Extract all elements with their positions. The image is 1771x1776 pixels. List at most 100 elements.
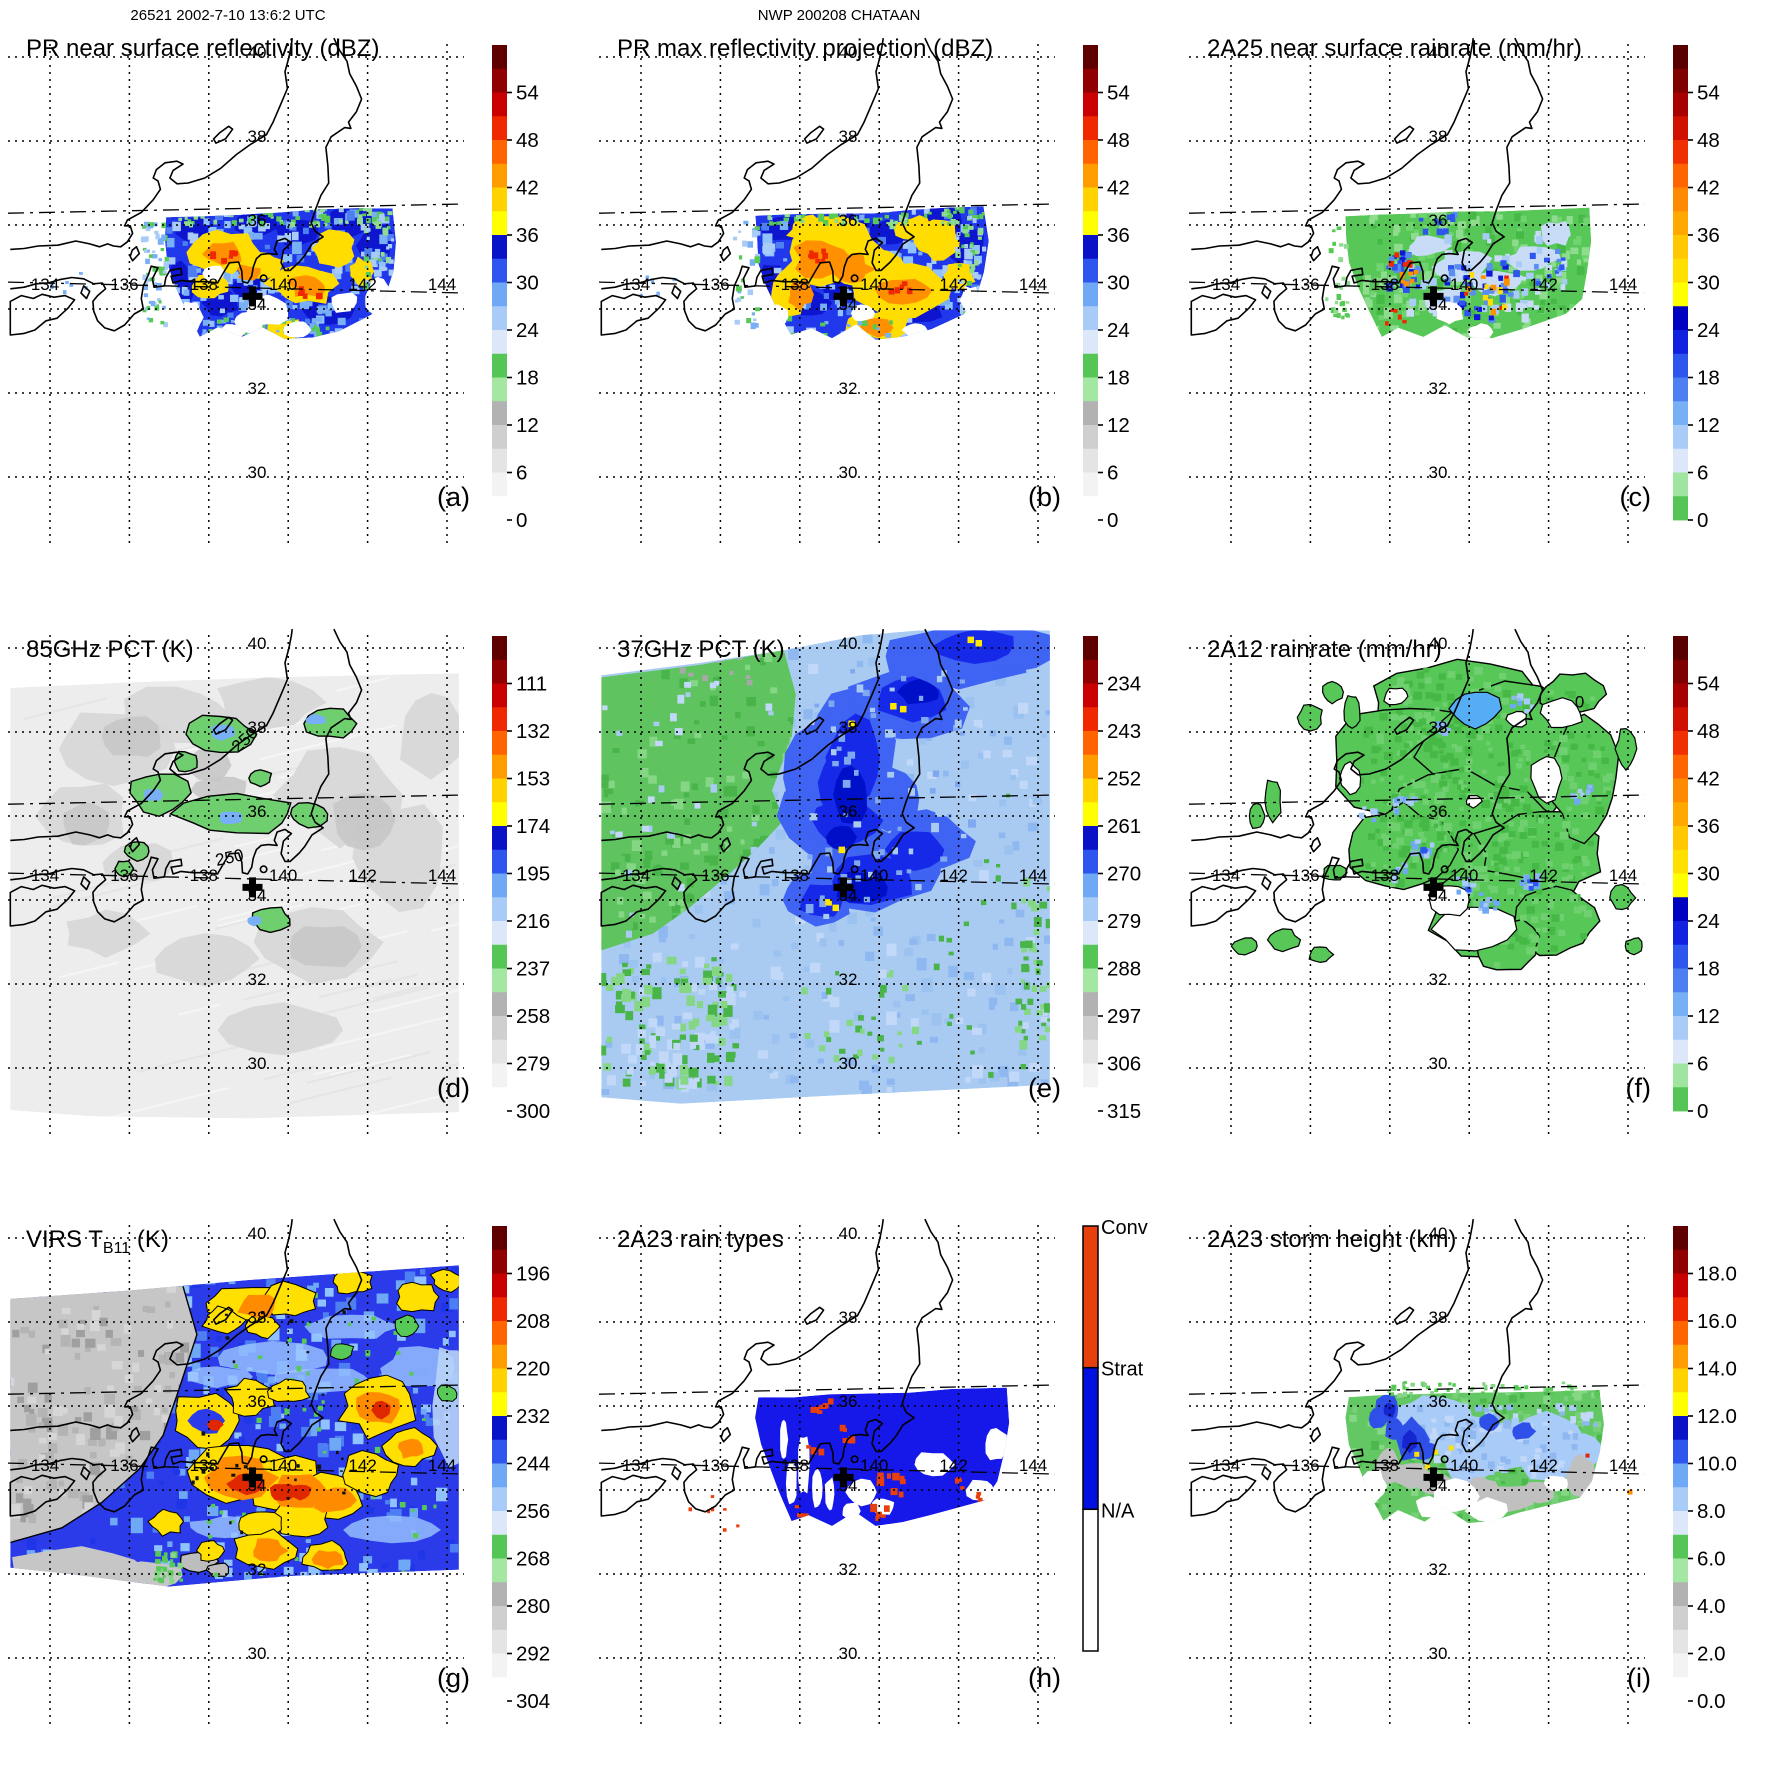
lon-label: 142	[348, 866, 376, 885]
lat-label: 38	[248, 1308, 267, 1327]
lon-label: 138	[781, 1456, 809, 1475]
lon-label: 140	[269, 275, 297, 294]
colorbar-tick-label: 12	[516, 414, 539, 437]
colorbar-tick-label: 232	[516, 1405, 550, 1428]
colorbar-tick-label: 30	[516, 272, 539, 295]
panel-letter: (e)	[1028, 1073, 1061, 1103]
lon-label: 136	[1291, 1456, 1319, 1475]
lon-label: 136	[701, 1456, 729, 1475]
coastline	[9, 1218, 363, 1517]
lon-label: 134	[622, 275, 650, 294]
lon-label: 140	[269, 866, 297, 885]
storm-center-marker	[1423, 877, 1444, 898]
colorbar: 54 48 42 36 30 24 18 12 6 0	[1083, 45, 1130, 532]
grid-lines	[8, 1225, 464, 1729]
panel-letter: (g)	[437, 1663, 470, 1693]
colorbar-tick-label: 0	[1697, 509, 1708, 532]
swath-edge-lines	[1188, 203, 1646, 294]
data-field	[50, 208, 396, 339]
colorbar-tick-label: 12	[1107, 414, 1130, 437]
lon-label: 142	[1529, 866, 1557, 885]
lon-label: 140	[1450, 1456, 1478, 1475]
lon-label: 138	[190, 1456, 218, 1475]
colorbar-tick-label: 6	[516, 462, 527, 485]
colorbar-tick-label: 30	[1697, 863, 1720, 886]
lon-label: 138	[190, 866, 218, 885]
lon-label: 144	[1609, 866, 1637, 885]
colorbar-tick-label: 48	[1697, 129, 1720, 152]
lat-label: 40	[248, 634, 267, 653]
panel-b: 134 136 138 140 142 144 40 38 36 34 32 30 PR max ref…	[591, 0, 1181, 590]
lat-label: 40	[839, 43, 858, 62]
lat-label: 36	[839, 802, 858, 821]
colorbar-tick-label: 2.0	[1697, 1643, 1726, 1666]
coastline	[600, 37, 954, 336]
colorbar-tick-label: 237	[516, 958, 550, 981]
lon-label: 140	[1450, 275, 1478, 294]
storm-center-marker	[833, 286, 854, 307]
colorbar-tick-label: 18.0	[1697, 1263, 1737, 1286]
coastline	[600, 1218, 954, 1517]
contour-label: 0	[1575, 693, 1584, 712]
lat-label: 40	[1429, 634, 1448, 653]
lon-label: 142	[348, 275, 376, 294]
lon-label: 144	[1019, 275, 1047, 294]
coastline	[1190, 37, 1544, 336]
data-field	[1345, 1381, 1633, 1524]
lon-label: 142	[1529, 1456, 1557, 1475]
lat-label: 38	[1429, 127, 1448, 146]
data-field	[601, 630, 1050, 1104]
lat-label: 32	[248, 970, 267, 989]
lon-label: 138	[1371, 1456, 1399, 1475]
colorbar-tick-label: 48	[516, 129, 539, 152]
storm-center-marker	[833, 1467, 854, 1488]
colorbar-tick-label: 42	[1697, 177, 1720, 200]
colorbar-tick-label: 4.0	[1697, 1595, 1726, 1618]
swath-edge-lines	[598, 203, 1056, 294]
colorbar-tick-label: 270	[1107, 863, 1141, 886]
colorbar-tick-label: 315	[1107, 1100, 1141, 1123]
colorbar-tick-label: 36	[1697, 815, 1720, 838]
swath-edge-lines	[598, 794, 1056, 885]
lat-label: 30	[839, 1644, 858, 1663]
lon-label: 134	[1212, 1456, 1240, 1475]
colorbar-tick-label: 243	[1107, 720, 1141, 743]
colorbar-tick-label: 24	[1697, 910, 1720, 933]
colorbar-tick-label: 292	[516, 1643, 550, 1666]
colorbar-tick-label: 54	[1107, 82, 1130, 105]
storm-center-marker	[242, 286, 263, 307]
colorbar-tick-label: 279	[1107, 910, 1141, 933]
lat-label: 30	[1429, 1054, 1448, 1073]
lat-label: 38	[839, 718, 858, 737]
lat-label: 32	[1429, 1560, 1448, 1579]
lon-label: 136	[110, 866, 138, 885]
colorbar-tick-label: 256	[516, 1500, 550, 1523]
colorbar-tick-label: 268	[516, 1548, 550, 1571]
panel-f: 0 134 136 138 140 142 144 40 38 36 34 32 30 2A12 rain…	[1181, 591, 1771, 1181]
lon-label: 134	[31, 1456, 59, 1475]
panel-letter: (b)	[1028, 482, 1061, 512]
colorbar-tick-label: 0.0	[1697, 1690, 1726, 1713]
lat-label: 36	[248, 211, 267, 230]
colorbar-tick-label: 279	[516, 1053, 550, 1076]
panel-letter: (a)	[437, 482, 470, 512]
colorbar-tick-label: 0	[516, 509, 527, 532]
lon-label: 136	[110, 1456, 138, 1475]
lat-label: 30	[248, 463, 267, 482]
colorbar-tick-label: 18	[1697, 958, 1720, 981]
grid-lines	[1189, 635, 1645, 1139]
colorbar-tick-label: 12	[1697, 1005, 1720, 1028]
lon-label: 136	[1291, 275, 1319, 294]
panel-title: 2A25 near surface rainrate (mm/hr)	[1207, 35, 1582, 62]
colorbar: 234 243 252 261 270 279 288 297 306 315	[1083, 636, 1141, 1123]
colorbar: 18.0 16.0 14.0 12.0 10.0 8.0 6.0 4.0 2.0 0.0	[1673, 1226, 1737, 1713]
lat-label: 36	[1429, 1392, 1448, 1411]
colorbar-tick-label: 261	[1107, 815, 1141, 838]
lat-label: 32	[248, 379, 267, 398]
colorbar-tick-label: 280	[516, 1595, 550, 1618]
coastline	[9, 628, 363, 927]
colorbar-tick-label: 300	[516, 1100, 550, 1123]
lon-label: 134	[1212, 866, 1240, 885]
